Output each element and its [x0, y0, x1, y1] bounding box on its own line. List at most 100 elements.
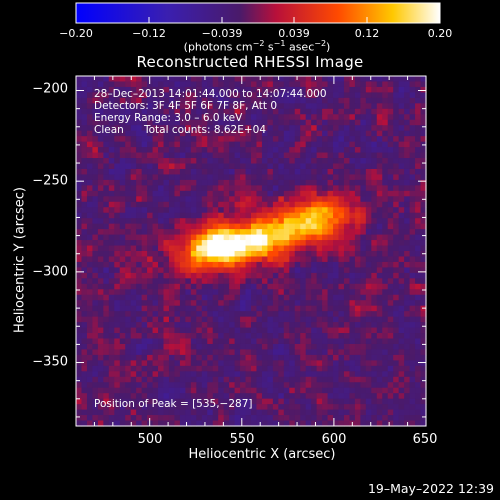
heatmap-cell: [387, 119, 394, 126]
heatmap-cell: [97, 382, 104, 389]
heatmap-cell: [409, 371, 416, 378]
heatmap-cell: [343, 256, 351, 263]
heatmap-cell: [147, 223, 154, 230]
heatmap-cell: [338, 81, 345, 88]
heatmap-cell: [316, 141, 323, 148]
heatmap-cell: [415, 158, 422, 165]
heatmap-cell: [256, 404, 263, 411]
heatmap-cell: [404, 136, 411, 143]
heatmap-cell: [272, 333, 279, 340]
heatmap-cell: [343, 272, 351, 279]
heatmap-cell: [158, 349, 165, 356]
heatmap-cell: [382, 415, 389, 422]
heatmap-cell: [190, 404, 197, 411]
heatmap-cell: [174, 365, 181, 372]
heatmap-cell: [158, 338, 165, 345]
heatmap-cell: [251, 240, 258, 247]
heatmap-cell: [327, 360, 334, 367]
heatmap-cell: [300, 376, 307, 383]
heatmap-cell: [185, 300, 192, 307]
heatmap-cell: [103, 278, 110, 285]
heatmap-cell: [212, 420, 219, 427]
heatmap-cell: [196, 163, 203, 170]
heatmap-cell: [168, 305, 176, 312]
heatmap-cell: [338, 114, 345, 121]
heatmap-cell: [240, 86, 247, 94]
heatmap-cell: [272, 245, 279, 252]
heatmap-cell: [147, 409, 154, 416]
heatmap-cell: [300, 371, 307, 378]
heatmap-cell: [201, 103, 208, 110]
heatmap-cell: [201, 322, 208, 329]
heatmap-cell: [119, 327, 126, 334]
heatmap-cell: [322, 371, 329, 378]
heatmap-cell: [415, 354, 422, 361]
heatmap-cell: [272, 76, 279, 83]
heatmap-cell: [289, 168, 296, 176]
heatmap-cell: [218, 404, 225, 411]
heatmap-cell: [163, 305, 170, 312]
heatmap-cell: [371, 294, 378, 301]
heatmap-cell: [267, 130, 274, 137]
heatmap-cell: [196, 168, 203, 176]
heatmap-cell: [409, 212, 416, 219]
heatmap-cell: [316, 207, 323, 214]
heatmap-cell: [92, 311, 99, 318]
heatmap-cell: [130, 289, 137, 296]
heatmap-cell: [272, 229, 279, 236]
x-tick-label: 550: [229, 432, 255, 447]
heatmap-cell: [360, 218, 367, 225]
heatmap-cell: [360, 147, 367, 154]
heatmap-cell: [261, 168, 269, 176]
heatmap-cell: [283, 207, 290, 214]
heatmap-cell: [365, 174, 372, 181]
heatmap-cell: [92, 387, 99, 394]
heatmap-cell: [333, 360, 340, 367]
heatmap-cell: [404, 251, 411, 258]
heatmap-cell: [272, 190, 279, 197]
heatmap-cell: [97, 404, 104, 411]
heatmap-cell: [360, 201, 367, 208]
heatmap-cell: [371, 338, 378, 345]
heatmap-cell: [125, 86, 132, 94]
heatmap-cell: [415, 86, 422, 94]
heatmap-cell: [103, 92, 110, 99]
heatmap-cell: [256, 86, 263, 94]
heatmap-cell: [108, 108, 115, 115]
heatmap-cell: [86, 136, 94, 143]
heatmap-cell: [415, 245, 422, 252]
heatmap-cell: [97, 141, 104, 148]
heatmap-cell: [229, 152, 236, 159]
heatmap-cell: [163, 251, 170, 258]
heatmap-cell: [261, 86, 269, 94]
heatmap-cell: [398, 130, 405, 137]
heatmap-cell: [311, 294, 318, 301]
heatmap-cell: [130, 92, 137, 99]
heatmap-cell: [365, 114, 372, 121]
heatmap-cell: [223, 398, 230, 405]
heatmap-cell: [360, 283, 367, 290]
heatmap-cell: [343, 86, 351, 94]
heatmap-cell: [338, 415, 345, 422]
heatmap-cell: [158, 343, 165, 351]
heatmap-cell: [174, 404, 181, 411]
heatmap-cell: [376, 327, 383, 334]
heatmap-cell: [119, 125, 126, 132]
heatmap-cell: [196, 207, 203, 214]
heatmap-cell: [201, 152, 208, 159]
heatmap-cell: [354, 158, 361, 165]
heatmap-cell: [261, 92, 269, 99]
heatmap-cell: [305, 234, 312, 241]
heatmap-cell: [415, 223, 422, 230]
heatmap-cell: [311, 86, 318, 94]
heatmap-cell: [311, 229, 318, 236]
heatmap-cell: [261, 196, 269, 203]
heatmap-cell: [218, 136, 225, 143]
heatmap-cell: [398, 387, 405, 394]
heatmap-cell: [393, 196, 400, 203]
heatmap-cell: [174, 415, 181, 422]
heatmap-cell: [316, 261, 323, 269]
heatmap-cell: [398, 393, 405, 400]
heatmap-cell: [234, 305, 241, 312]
